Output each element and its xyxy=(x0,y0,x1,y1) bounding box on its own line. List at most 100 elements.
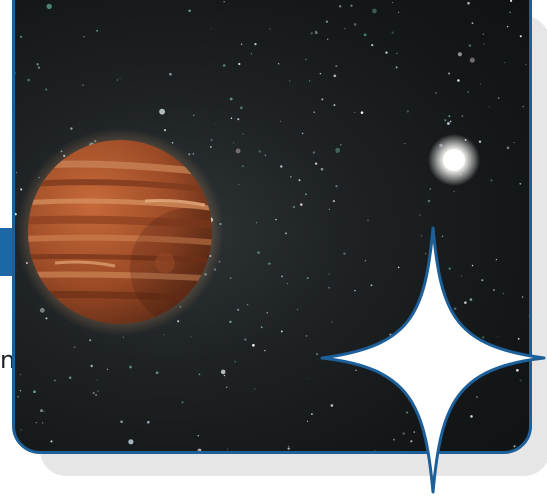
bright-star-icon xyxy=(428,134,480,186)
star-dot xyxy=(128,439,134,445)
star-dot xyxy=(464,301,467,304)
star-dot xyxy=(70,127,73,130)
star-dot xyxy=(275,218,277,221)
star-dot xyxy=(15,212,17,216)
star-dot xyxy=(210,28,212,30)
star-dot xyxy=(19,35,23,38)
star-dot xyxy=(264,154,267,157)
star-dot xyxy=(226,386,228,388)
star-dot xyxy=(509,11,511,14)
star-dot xyxy=(197,435,199,437)
star-dot xyxy=(305,58,307,61)
star-dot xyxy=(397,11,400,13)
star-dot xyxy=(193,114,195,116)
star-dot xyxy=(68,376,72,379)
star-dot xyxy=(210,139,213,141)
star-dot xyxy=(367,219,369,222)
star-dot xyxy=(27,78,31,82)
star-dot xyxy=(239,106,243,110)
star-dot xyxy=(519,379,522,382)
star-dot xyxy=(363,33,367,37)
star-dot xyxy=(435,92,437,94)
star-dot xyxy=(43,410,45,413)
star-dot xyxy=(15,171,18,174)
star-dot xyxy=(41,422,44,424)
star-dot xyxy=(280,330,283,333)
star-dot xyxy=(232,142,235,144)
star-dot xyxy=(453,190,455,193)
star-dot xyxy=(20,373,22,375)
star-dot xyxy=(395,66,398,69)
star-dot xyxy=(360,111,364,114)
star-dot xyxy=(311,413,313,415)
star-dot xyxy=(493,289,495,291)
star-dot xyxy=(237,118,240,121)
star-dot xyxy=(209,145,212,148)
star-dot xyxy=(517,337,520,340)
star-dot xyxy=(53,379,56,382)
star-dot xyxy=(19,390,22,392)
star-dot xyxy=(235,148,241,154)
star-dot xyxy=(328,208,331,211)
space-scene xyxy=(15,0,529,454)
star-dot xyxy=(46,3,52,10)
star-dot xyxy=(35,422,37,424)
star-dot xyxy=(315,30,317,32)
star-dot xyxy=(308,80,311,82)
star-dot xyxy=(146,420,150,424)
star-dot xyxy=(155,371,159,375)
star-dot xyxy=(17,395,20,398)
star-dot xyxy=(397,266,400,269)
star-dot xyxy=(429,188,432,190)
star-dot xyxy=(252,343,255,347)
star-dot xyxy=(338,4,342,8)
star-dot xyxy=(238,184,240,186)
star-dot xyxy=(306,277,309,280)
star-dot xyxy=(260,326,263,329)
star-dot xyxy=(300,203,303,206)
star-dot xyxy=(52,452,54,454)
star-dot xyxy=(335,147,341,153)
star-dot xyxy=(197,448,202,451)
star-dot xyxy=(425,253,427,255)
star-dot xyxy=(50,440,53,443)
star-dot xyxy=(461,115,464,117)
star-dot xyxy=(335,185,338,188)
star-dot xyxy=(315,31,318,34)
star-dot xyxy=(192,153,195,155)
star-dot xyxy=(490,179,493,182)
star-dot xyxy=(229,97,233,101)
star-dot xyxy=(198,373,201,376)
star-dot xyxy=(506,25,509,28)
star-dot xyxy=(371,44,374,47)
star-dot xyxy=(467,1,470,5)
star-dot xyxy=(413,431,415,433)
star-dot xyxy=(516,368,519,372)
star-dot xyxy=(230,117,233,119)
star-dot xyxy=(20,188,23,191)
star-dot xyxy=(335,152,338,154)
star-dot xyxy=(269,28,271,30)
star-dot xyxy=(97,390,99,392)
star-dot xyxy=(444,119,447,122)
star-dot xyxy=(332,199,336,203)
star-dot xyxy=(169,73,172,76)
star-dot xyxy=(447,122,450,125)
star-dot xyxy=(181,401,184,404)
star-dot xyxy=(340,144,342,146)
star-dot xyxy=(354,289,356,292)
star-dot xyxy=(457,79,460,82)
star-dot xyxy=(392,1,394,3)
star-dot xyxy=(37,66,41,69)
star-dot xyxy=(277,63,280,65)
star-dot xyxy=(448,72,450,75)
star-dot xyxy=(312,151,316,154)
star-dot xyxy=(82,84,84,86)
star-dot xyxy=(406,110,409,113)
star-dot xyxy=(469,298,473,301)
star-dot xyxy=(513,142,515,144)
star-dot xyxy=(479,83,481,85)
star-dot xyxy=(266,311,268,314)
star-dot xyxy=(106,368,109,371)
